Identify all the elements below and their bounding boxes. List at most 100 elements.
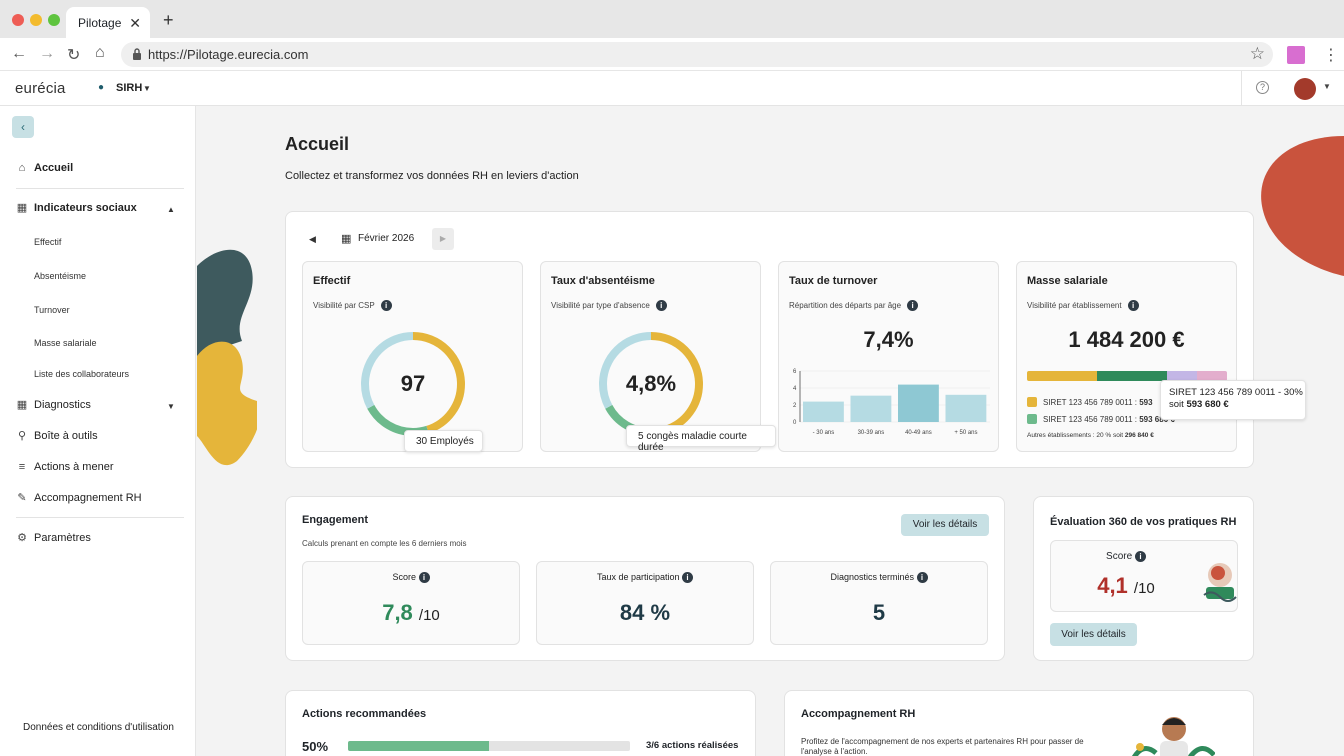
info-icon[interactable]: i [682,572,694,583]
collapse-sidebar-button[interactable]: ‹ [12,116,34,138]
tile-label: Score i [1051,551,1201,562]
tile-value: 4,1 /10 [1051,573,1201,599]
forward-icon[interactable]: → [39,45,55,62]
browser-menu-icon[interactable]: ⋮ [1323,47,1339,64]
address-bar[interactable]: https://Pilotage.eurecia.com ☆ [121,42,1273,67]
terms-link[interactable]: Données et conditions d'utilisation [23,722,174,733]
absenteisme-value: 4,8% [626,371,676,396]
donut-segment[interactable] [361,332,465,436]
kpi-absenteisme[interactable]: Taux d'absentéisme Visibilité par type d… [540,261,776,453]
sidebar-item-accompagnement[interactable]: ✎ Accompagnement RH [16,492,141,504]
sidebar-subitem-masse-salariale[interactable]: Masse salariale [34,338,97,348]
sidebar-item-accueil[interactable]: ⌂ Accueil [16,162,73,174]
help-icon[interactable]: ? [1256,81,1269,94]
close-window-icon[interactable] [12,14,24,26]
tile-label: Score i [303,572,519,583]
participation-tile: Taux de participation i 84 % [536,561,754,645]
masse-bar-segment[interactable] [1027,371,1097,381]
card-title: Évaluation 360 de vos pratiques RH [1050,516,1237,528]
masse-bar-segment[interactable] [1097,371,1167,381]
tile-label-text: Score [392,572,416,582]
sidebar-subitem-effectif[interactable]: Effectif [34,237,62,247]
sidebar-item-boite-a-outils[interactable]: ⚲ Boîte à outils [16,430,98,442]
reload-icon[interactable]: ↻ [67,47,81,64]
info-icon[interactable]: i [418,572,430,583]
legend-swatch [1027,414,1037,424]
x-tick-label: 30-39 ans [858,430,885,436]
legend-swatch [1027,397,1037,407]
home-icon[interactable]: ⌂ [95,44,105,61]
sidebar-item-actions[interactable]: ≡ Actions à mener [16,461,114,473]
x-tick-label: + 50 ans [954,430,977,436]
kpi-title: Taux de turnover [789,275,878,287]
info-icon[interactable]: i [916,572,928,583]
kpi-title: Masse salariale [1027,275,1108,287]
legend-label: SIRET 123 456 789 0011 : [1043,414,1140,424]
expert-illustration-icon [1131,717,1215,756]
new-tab-icon[interactable]: + [163,10,174,30]
minimize-window-icon[interactable] [30,14,42,26]
turnover-bar[interactable] [898,384,939,422]
decorative-shape [1261,136,1344,276]
chevron-up-icon[interactable]: ▲ [167,205,175,214]
masse-value: 1 484 200 € [1068,327,1185,352]
sidebar-item-diagnostics[interactable]: ▦ Diagnostics [16,399,91,411]
info-icon[interactable]: i [655,300,667,311]
info-icon[interactable]: i [1134,551,1146,562]
masse-bar-segment[interactable] [1167,371,1197,381]
product-icon: ● [98,82,105,93]
accompagnement-card: Accompagnement RH Profitez de l'accompag… [784,690,1254,756]
sidebar-item-label: Accueil [34,162,74,174]
period-label[interactable]: Février 2026 [358,233,415,244]
divider [16,188,184,189]
bookmark-star-icon[interactable]: ☆ [1249,44,1265,63]
masse-tooltip: SIRET 123 456 789 0011 - 30% soit 593 68… [1160,380,1306,420]
maximize-window-icon[interactable] [48,14,60,26]
avatar[interactable] [1294,78,1316,100]
sidebar-subitem-turnover[interactable]: Turnover [34,305,70,315]
turnover-bar[interactable] [945,394,987,422]
header-divider [1241,71,1242,105]
chevron-down-icon[interactable]: ▼ [143,84,151,93]
previous-period-icon[interactable]: ◀ [309,234,316,244]
evaluation-score-tile: Score i 4,1 /10 [1050,540,1238,612]
score-suffix: /10 [1133,580,1155,597]
sidebar-item-label: Boîte à outils [34,430,98,442]
chevron-down-icon[interactable]: ▼ [167,402,175,411]
info-icon[interactable]: i [907,300,919,311]
kpi-note-text: Visibilité par établissement [1027,301,1122,310]
turnover-bar[interactable] [850,395,892,422]
evaluation-details-button[interactable]: Voir les détails [1050,623,1137,646]
illustration-icon [1203,563,1237,602]
sidebar-subitem-absenteisme[interactable]: Absentéisme [34,271,87,281]
info-icon[interactable]: i [380,300,392,311]
browser-toolbar: ← → ↻ ⌂ https://Pilotage.eurecia.com ☆ ⋮ [0,38,1344,71]
kpi-effectif[interactable]: Effectif Visibilité par CSP i 97 30 Empl… [302,261,523,452]
product-switcher[interactable]: SIRH [116,82,143,94]
masse-bar-segment[interactable] [1197,371,1227,381]
legend-item: SIRET 123 456 789 0011 : 593 680 € [1027,414,1175,424]
effectif-donut: 97 [361,332,465,436]
masse-distribution-bar [1027,371,1227,381]
legend-label: SIRET 123 456 789 0011 : [1043,397,1140,407]
info-icon[interactable]: i [1127,300,1139,311]
eurecia-logo[interactable]: eurécia [15,80,66,97]
kpi-masse-salariale[interactable]: Masse salariale Visibilité par établisse… [1016,261,1237,452]
extension-icon[interactable] [1287,46,1305,64]
sidebar-item-indicateurs[interactable]: ▦ Indicateurs sociaux [16,202,137,214]
main-content: Accueil Collectez et transformez vos don… [197,106,1344,756]
engagement-score-tile: Score i 7,8 /10 [302,561,520,645]
tab-close-icon[interactable]: ✕ [129,15,141,31]
sidebar-subitem-liste-collaborateurs[interactable]: Liste des collaborateurs [34,369,130,379]
sidebar-item-parametres[interactable]: ⚙ Paramètres [16,532,91,544]
y-tick-label: 2 [793,403,797,409]
back-icon[interactable]: ← [11,45,27,62]
browser-tab[interactable]: Pilotage ✕ [66,7,150,38]
kpi-turnover[interactable]: Taux de turnover Répartition des départs… [778,261,999,452]
next-period-button[interactable]: ▶ [432,228,454,250]
donut-segment[interactable] [599,332,703,436]
card-note: Calculs prenant en compte les 6 derniers… [302,539,467,548]
engagement-details-button[interactable]: Voir les détails [901,514,989,536]
turnover-bar[interactable] [803,401,844,422]
chevron-down-icon[interactable]: ▼ [1323,82,1331,91]
